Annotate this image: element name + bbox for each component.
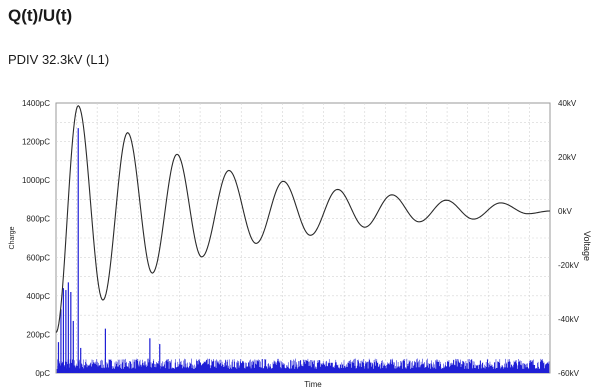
y-tick-label: 1000pC xyxy=(22,176,50,185)
y-tick-label: 200pC xyxy=(26,330,50,339)
y2-tick-label: 40kV xyxy=(558,99,577,108)
charge-noise-band xyxy=(56,358,550,373)
y-tick-label: 1200pC xyxy=(22,138,50,147)
y2-axis-label: Voltage xyxy=(582,231,592,261)
y-axis-label: Charge xyxy=(9,226,16,249)
y2-tick-label: 20kV xyxy=(558,153,577,162)
chart-subtitle: PDIV 32.3kV (L1) xyxy=(8,52,110,67)
y2-tick-label: -20kV xyxy=(558,261,580,270)
y-tick-label: 1400pC xyxy=(22,99,50,108)
chart-title: Q(t)/U(t) xyxy=(8,6,73,25)
y2-tick-label: 0kV xyxy=(558,207,572,216)
y2-tick-label: -40kV xyxy=(558,315,580,324)
y-tick-label: 400pC xyxy=(26,292,50,301)
voltage-line xyxy=(55,104,551,333)
y-tick-label: 0pC xyxy=(35,369,50,378)
y2-tick-label: -60kV xyxy=(558,369,580,378)
y-tick-label: 800pC xyxy=(26,215,50,224)
x-axis-label: Time xyxy=(304,380,322,389)
y-tick-label: 600pC xyxy=(26,253,50,262)
